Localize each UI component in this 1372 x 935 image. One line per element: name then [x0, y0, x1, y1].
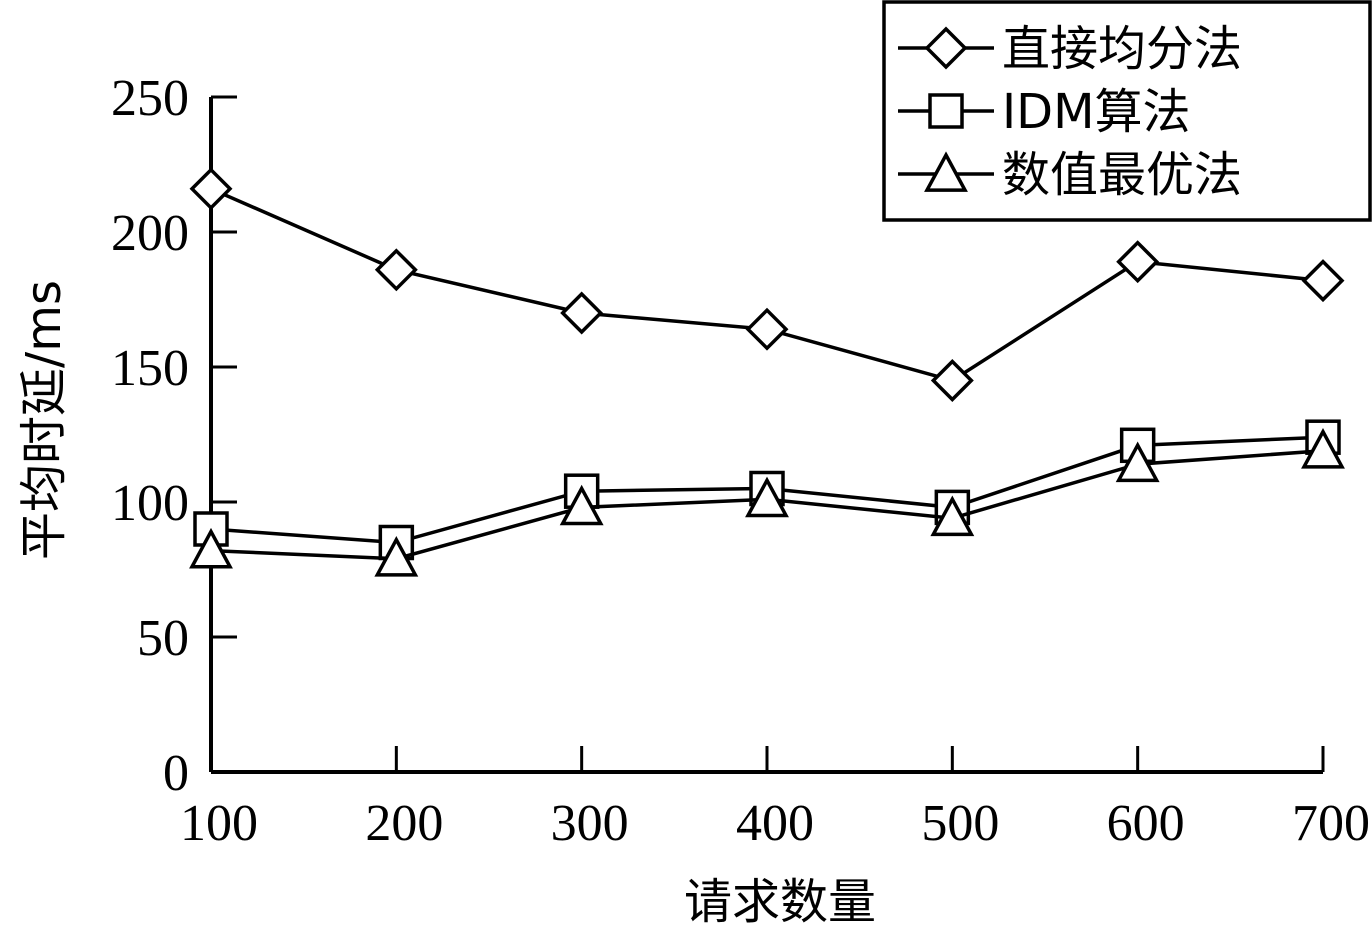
x-tick-label: 100	[180, 795, 258, 852]
data-point-diamond	[930, 359, 974, 402]
legend-marker-diamond	[924, 26, 968, 70]
data-point-diamond	[745, 307, 789, 351]
y-tick-label: 200	[111, 205, 189, 262]
data-point-triangle	[745, 476, 789, 518]
data-point-diamond	[1116, 240, 1160, 284]
y-tick-label: 100	[111, 475, 189, 532]
y-tick-label: 250	[111, 70, 189, 127]
legend-marker-square	[928, 93, 964, 129]
data-point-triangle	[374, 536, 419, 577]
x-tick-label: 500	[921, 795, 999, 852]
y-axis-title: 平均时延/ms	[16, 280, 72, 560]
data-point-triangle	[559, 484, 604, 526]
data-point-triangle	[930, 495, 975, 537]
x-tick-label: 700	[1292, 795, 1370, 852]
legend-item: 数值最优法	[898, 147, 1242, 203]
data-point-triangle	[1115, 441, 1160, 483]
data-point-triangle	[1301, 428, 1345, 469]
series-layer	[189, 167, 1345, 577]
legend-item: IDM算法	[898, 84, 1191, 140]
x-tick-label: 400	[736, 795, 814, 852]
y-tick-label: 0	[163, 745, 189, 802]
data-point-diamond	[374, 248, 418, 292]
data-point-triangle	[189, 527, 233, 569]
x-tick-label: 600	[1107, 795, 1185, 852]
x-tick-label: 200	[365, 795, 443, 852]
data-point-diamond	[1301, 259, 1345, 303]
data-point-diamond	[189, 167, 233, 211]
y-tick-label: 50	[137, 610, 189, 667]
legend-label: 直接均分法	[1002, 21, 1242, 77]
x-tick-label: 300	[551, 795, 629, 852]
legend-label: IDM算法	[1002, 84, 1191, 140]
data-point-diamond	[560, 291, 604, 335]
legend-marker-triangle	[924, 151, 968, 192]
y-tick-label: 150	[111, 340, 189, 397]
ticks: 0 50 100 150 200 250 100 200 300 400 500 600 700	[111, 70, 1370, 852]
legend-label: 数值最优法	[1002, 147, 1242, 203]
legend-item: 直接均分法	[898, 21, 1242, 77]
series-triangle	[189, 428, 1345, 577]
x-axis-title: 请求数量	[684, 874, 876, 930]
series-diamond	[189, 167, 1345, 402]
